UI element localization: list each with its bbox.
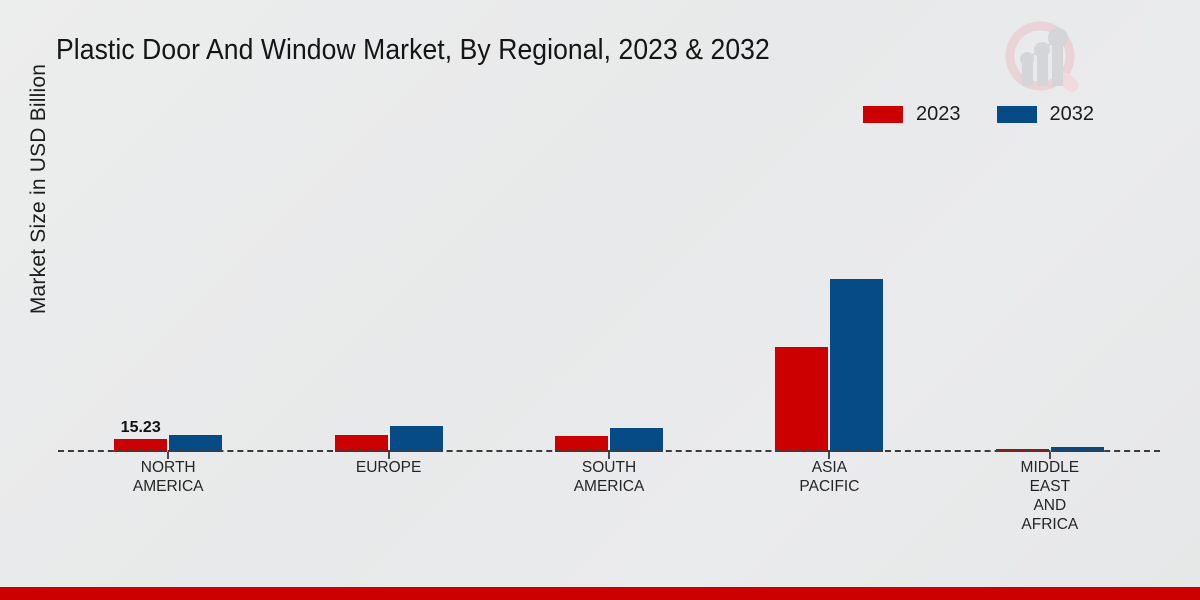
category-label-asia-pacific: ASIA PACIFIC: [719, 458, 939, 534]
bar-2023-europe[interactable]: [333, 434, 389, 452]
category-line: EAST: [1029, 478, 1071, 495]
bar-2023-south-america[interactable]: [554, 435, 610, 452]
category-label-north-america: NORTH AMERICA: [58, 458, 278, 534]
axis-tick: [608, 452, 611, 459]
bar-2032-south-america[interactable]: [609, 427, 665, 452]
legend-swatch-2032: [996, 105, 1037, 123]
plot-area: 15.23: [58, 140, 1160, 459]
category-label-south-america: SOUTH AMERICA: [499, 458, 719, 534]
axis-tick: [167, 452, 170, 459]
footer-accent-bar: [0, 587, 1200, 600]
bar-2032-europe[interactable]: [388, 425, 444, 452]
category-label-middle-east-and-africa: MIDDLE EAST AND AFRICA: [940, 458, 1160, 534]
category-line: ASIA: [811, 459, 848, 476]
bar-groups: 15.23: [58, 140, 1160, 459]
bar-2023-north-america[interactable]: 15.23: [113, 419, 169, 452]
bar-group-middle-east-and-africa: [940, 140, 1160, 459]
category-line: AFRICA: [1021, 516, 1079, 533]
bar-value-label: 15.23: [120, 419, 161, 436]
category-line: AMERICA: [573, 478, 645, 495]
x-axis-baseline: [58, 450, 1160, 452]
bar-2032-middle-east-and-africa[interactable]: [1049, 446, 1105, 452]
category-line: SOUTH: [581, 459, 637, 476]
bar-group-north-america: 15.23: [58, 140, 278, 459]
legend-swatch-2023: [863, 105, 903, 123]
category-line: MIDDLE: [1020, 459, 1080, 476]
bar-2032-north-america[interactable]: [168, 434, 224, 452]
category-line: EUROPE: [355, 459, 422, 476]
chart-legend: 2023 2032: [863, 104, 1094, 124]
axis-tick: [387, 452, 390, 459]
bar-2023-asia-pacific[interactable]: [774, 346, 830, 452]
axis-tick: [1048, 452, 1051, 459]
category-line: PACIFIC: [799, 478, 860, 495]
legend-label-2032: 2032: [1049, 103, 1095, 125]
watermark-logo: [992, 14, 1098, 106]
axis-tick: [828, 452, 831, 459]
legend-item-2023[interactable]: 2023: [863, 104, 961, 124]
category-label-europe: EUROPE: [278, 458, 498, 534]
legend-label-2023: 2023: [916, 103, 961, 125]
bar-group-europe: [278, 140, 498, 459]
y-axis-title: Market Size in USD Billion: [27, 63, 50, 315]
legend-item-2032[interactable]: 2032: [996, 103, 1095, 125]
category-line: NORTH: [140, 459, 196, 476]
category-line: AMERICA: [132, 478, 204, 495]
bar-group-south-america: [499, 140, 719, 459]
category-line: AND: [1033, 497, 1067, 514]
x-axis-category-labels: NORTH AMERICA EUROPE SOUTH AMERICA ASIA …: [58, 458, 1160, 534]
bar-2032-asia-pacific[interactable]: [829, 278, 885, 452]
bar-group-asia-pacific: [719, 140, 939, 459]
page-title: Plastic Door And Window Market, By Regio…: [56, 34, 770, 66]
